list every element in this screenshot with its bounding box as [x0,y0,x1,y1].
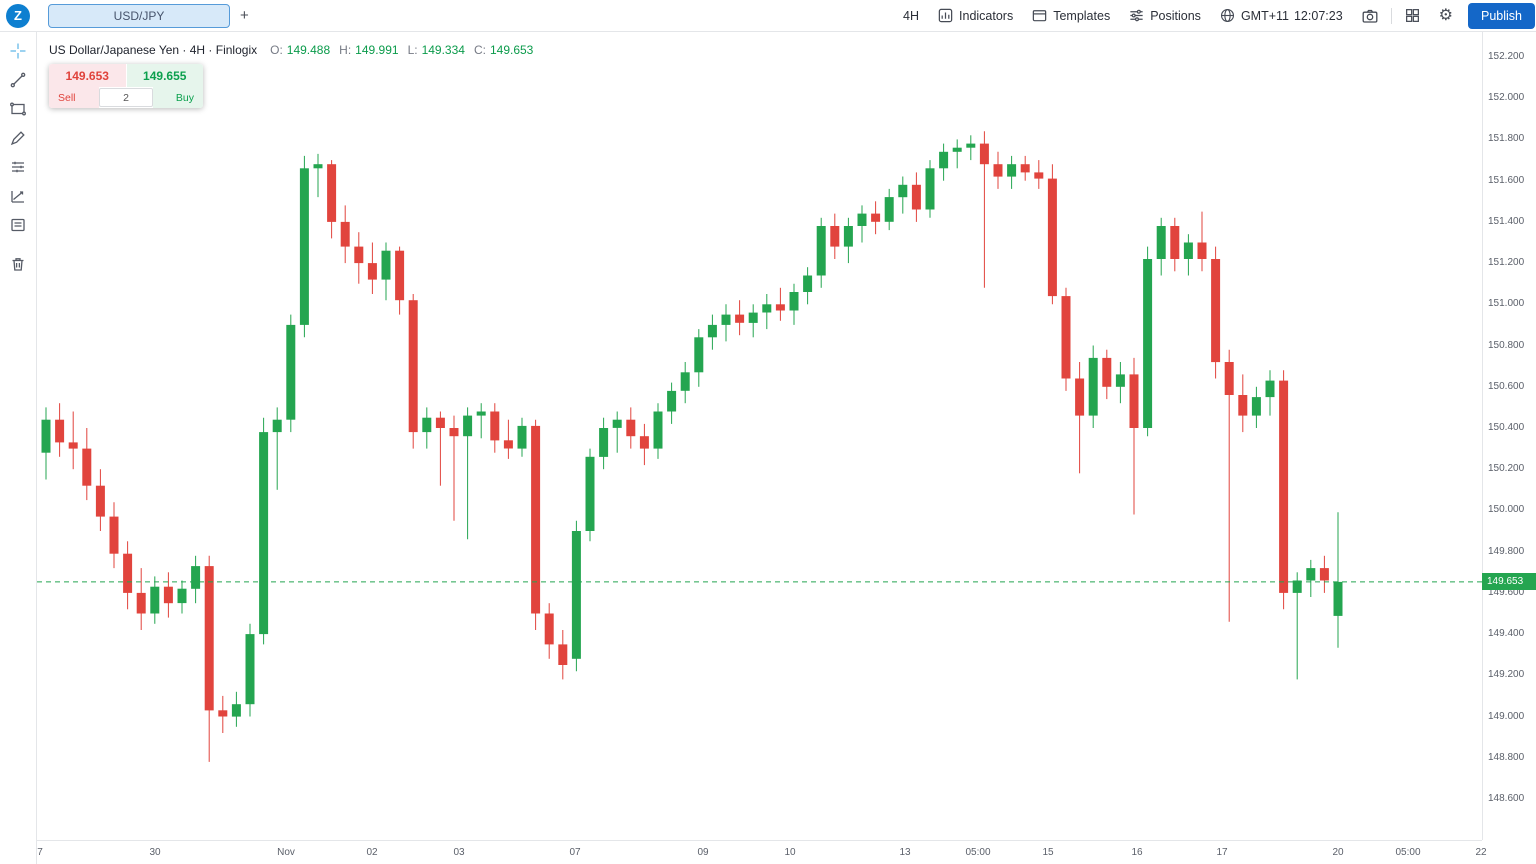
publish-button[interactable]: Publish [1468,2,1535,29]
price-tick: 151.400 [1488,216,1525,227]
templates-button[interactable]: Templates [1022,7,1119,24]
time-tick: 05:00 [1395,847,1421,858]
time-tick: 22 [1475,847,1487,858]
header-divider [1390,7,1392,24]
symbol-tab[interactable]: USD/JPY [48,3,230,28]
time-tick: 09 [697,847,709,858]
order-widget: 149.653 149.655 Sell Buy [49,64,203,108]
chart-legend: US Dollar/Japanese Yen · 4H · Finlogix O… [49,43,533,57]
time-tick: 15 [1042,847,1054,858]
price-tick: 151.800 [1488,133,1525,144]
drawing-toolbar [0,32,37,864]
templates-label: Templates [1053,8,1111,23]
shapes-tool[interactable] [6,98,30,120]
time-tick: 16 [1131,847,1143,858]
candlestick-chart[interactable] [37,32,1482,840]
timezone-clock-button[interactable]: GMT+11 12:07:23 [1210,7,1352,24]
camera-icon [1361,7,1379,25]
price-tick: 152.200 [1488,51,1525,62]
price-tick: 149.400 [1488,628,1525,639]
templates-icon [1031,7,1048,24]
brush-tool[interactable] [6,127,30,149]
globe-icon [1219,7,1236,24]
delete-tool[interactable] [6,253,30,275]
gear-icon: ⚙ [1438,6,1453,24]
time-tick: 05:00 [965,847,991,858]
symbol-title: US Dollar/Japanese Yen · 4H · Finlogix [49,43,258,57]
app-logo[interactable]: Z [6,3,30,28]
grid-icon [1404,7,1421,24]
price-tick: 150.200 [1488,463,1525,474]
price-tick: 149.200 [1488,669,1525,680]
clock-label: 12:07:23 [1293,8,1343,23]
open-label: O: [270,43,283,57]
price-tick: 151.000 [1488,298,1525,309]
price-tick: 150.000 [1488,504,1525,515]
time-tick: 7 [37,847,43,858]
time-tick: 20 [1332,847,1344,858]
price-tick: 151.200 [1488,257,1525,268]
sell-label: Sell [49,87,99,108]
pattern-lines-tool[interactable] [6,156,30,178]
screenshot-button[interactable] [1352,7,1388,25]
time-tick: 13 [899,847,911,858]
time-tick: 02 [366,847,378,858]
low-value: 149.334 [421,43,465,57]
price-tick: 150.600 [1488,381,1525,392]
chart-area: US Dollar/Japanese Yen · 4H · Finlogix O… [37,32,1536,864]
forecast-tool[interactable] [6,185,30,207]
positions-icon [1128,7,1145,24]
crosshair-tool[interactable] [6,40,30,62]
time-tick: 17 [1216,847,1228,858]
price-tick: 148.800 [1488,752,1525,763]
indicators-icon [937,7,954,24]
timeframe-selector[interactable]: 4H [894,9,928,23]
timezone-label: GMT+11 [1240,8,1289,23]
low-label: L: [407,43,418,57]
open-value: 149.488 [286,43,331,57]
sell-button[interactable]: 149.653 [49,64,126,87]
quantity-input[interactable] [99,88,153,107]
close-label: C: [473,43,486,57]
add-symbol-button[interactable]: + [230,7,259,24]
time-axis[interactable]: 7 30 Nov 02 03 07 09 10 13 05:00 15 16 17 20 05:00 22 [37,840,1487,864]
layout-grid-button[interactable] [1395,7,1430,24]
time-tick: 03 [453,847,465,858]
price-tick: 148.600 [1488,793,1525,804]
buy-label: Buy [153,87,203,108]
settings-button[interactable]: ⚙ [1430,6,1462,24]
price-tick: 150.800 [1488,340,1525,351]
top-toolbar: Z USD/JPY + 4H Indicators Templates [0,0,1536,32]
time-tick: Nov [277,847,295,858]
positions-button[interactable]: Positions [1119,7,1210,24]
price-tick: 149.600 [1488,587,1525,598]
trendline-tool[interactable] [6,69,30,91]
notes-tool[interactable] [6,214,30,236]
price-axis[interactable]: 152.200 152.000 151.800 151.600 151.400 151.2… [1482,32,1536,840]
high-value: 149.991 [355,43,399,57]
buy-button[interactable]: 149.655 [126,64,203,87]
indicators-button[interactable]: Indicators [928,7,1022,24]
indicators-label: Indicators [959,8,1014,23]
close-value: 149.653 [489,43,534,57]
time-tick: 10 [784,847,796,858]
time-tick: 07 [569,847,581,858]
price-tick: 149.800 [1488,546,1525,557]
price-tick: 151.600 [1488,175,1525,186]
high-label: H: [339,43,352,57]
current-price-label: 149.653 [1482,573,1536,590]
positions-label: Positions [1150,8,1201,23]
price-tick: 152.000 [1488,92,1525,103]
price-tick: 149.000 [1488,711,1525,722]
time-tick: 30 [149,847,161,858]
timeframe-label: 4H [903,8,920,23]
price-tick: 150.400 [1488,422,1525,433]
